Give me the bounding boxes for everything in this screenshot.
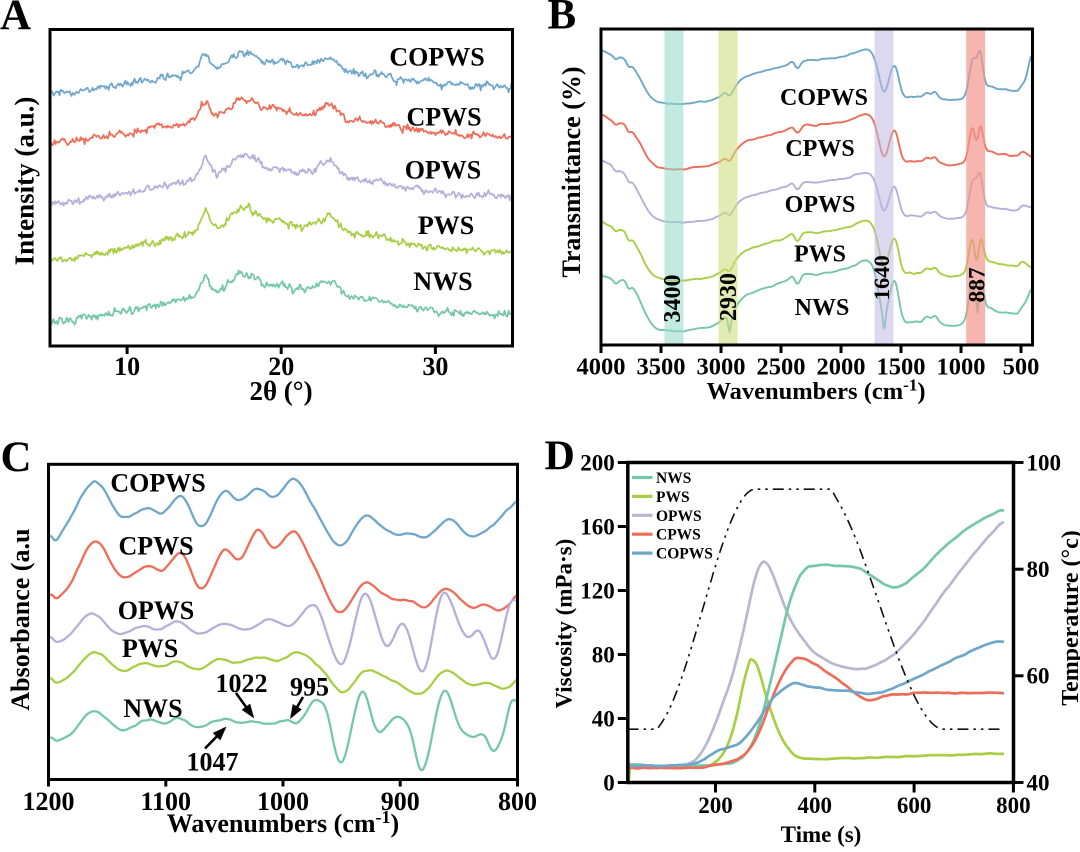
svg-text:3400: 3400 [660, 275, 686, 323]
svg-text:10: 10 [114, 352, 140, 381]
svg-text:800: 800 [498, 787, 537, 816]
svg-text:887: 887 [965, 267, 991, 303]
svg-text:PWS: PWS [656, 489, 690, 506]
svg-text:1000: 1000 [937, 354, 986, 381]
svg-text:600: 600 [897, 793, 932, 818]
svg-text:COPWS: COPWS [110, 469, 205, 498]
svg-text:Temperature (°c): Temperature (°c) [1058, 530, 1080, 706]
svg-text:Wavenumbers (cm-1): Wavenumbers (cm-1) [167, 807, 399, 838]
svg-text:40: 40 [592, 706, 615, 731]
svg-text:2θ (°): 2θ (°) [249, 376, 312, 406]
svg-text:100: 100 [1027, 450, 1062, 475]
svg-text:Intensity (a.u.): Intensity (a.u.) [10, 97, 40, 266]
svg-text:1500: 1500 [877, 354, 926, 381]
svg-text:OPWS: OPWS [118, 596, 195, 625]
svg-text:D: D [545, 433, 575, 479]
svg-text:4000: 4000 [577, 354, 626, 381]
svg-text:COPWS: COPWS [389, 43, 484, 72]
svg-text:CPWS: CPWS [656, 527, 701, 544]
svg-text:1100: 1100 [140, 787, 191, 816]
svg-text:2500: 2500 [757, 354, 806, 381]
svg-text:3000: 3000 [697, 354, 746, 381]
svg-text:800: 800 [996, 793, 1031, 818]
svg-text:400: 400 [798, 793, 833, 818]
svg-text:500: 500 [1003, 354, 1040, 381]
svg-text:40: 40 [1027, 770, 1050, 795]
svg-text:NWS: NWS [413, 267, 472, 296]
svg-text:Viscosity (mPa·s): Viscosity (mPa·s) [552, 539, 577, 709]
svg-text:3500: 3500 [637, 354, 686, 381]
svg-text:0: 0 [603, 770, 615, 795]
svg-text:160: 160 [580, 514, 615, 539]
svg-text:PWS: PWS [794, 242, 846, 268]
svg-text:2930: 2930 [716, 273, 742, 321]
svg-text:CPWS: CPWS [118, 532, 193, 561]
svg-text:30: 30 [422, 352, 448, 381]
svg-text:1200: 1200 [23, 787, 75, 816]
svg-text:80: 80 [1027, 557, 1050, 582]
svg-text:1047: 1047 [187, 748, 239, 777]
svg-text:B: B [548, 0, 577, 38]
svg-text:NWS: NWS [656, 470, 691, 487]
svg-text:OPWS: OPWS [656, 508, 702, 525]
svg-text:2000: 2000 [817, 354, 866, 381]
svg-text:1022: 1022 [216, 669, 268, 698]
svg-text:20: 20 [268, 352, 294, 381]
svg-text:NWS: NWS [795, 295, 850, 321]
svg-text:PWS: PWS [122, 634, 178, 663]
svg-text:COPWS: COPWS [780, 85, 868, 111]
svg-text:200: 200 [580, 450, 615, 475]
svg-text:80: 80 [592, 642, 615, 667]
svg-text:Transmittance (%): Transmittance (%) [557, 66, 586, 277]
svg-text:200: 200 [698, 793, 733, 818]
svg-text:OPWS: OPWS [405, 156, 482, 185]
svg-text:120: 120 [580, 578, 615, 603]
svg-text:PWS: PWS [418, 211, 474, 240]
svg-text:1000: 1000 [257, 787, 309, 816]
svg-text:COPWS: COPWS [656, 546, 713, 563]
svg-text:Absorbance (a.u: Absorbance (a.u [6, 529, 35, 711]
svg-text:60: 60 [1027, 664, 1050, 689]
svg-text:1640: 1640 [869, 255, 894, 300]
svg-text:OPWS: OPWS [785, 192, 856, 218]
svg-text:Wavenumbers (cm-1): Wavenumbers (cm-1) [706, 376, 925, 406]
svg-text:Time (s): Time (s) [781, 822, 862, 847]
svg-text:CPWS: CPWS [406, 103, 481, 132]
svg-text:CPWS: CPWS [785, 136, 854, 162]
svg-text:NWS: NWS [123, 694, 182, 723]
svg-text:A: A [0, 0, 31, 39]
svg-text:C: C [1, 434, 32, 481]
svg-text:900: 900 [381, 787, 420, 816]
svg-text:995: 995 [290, 673, 329, 702]
